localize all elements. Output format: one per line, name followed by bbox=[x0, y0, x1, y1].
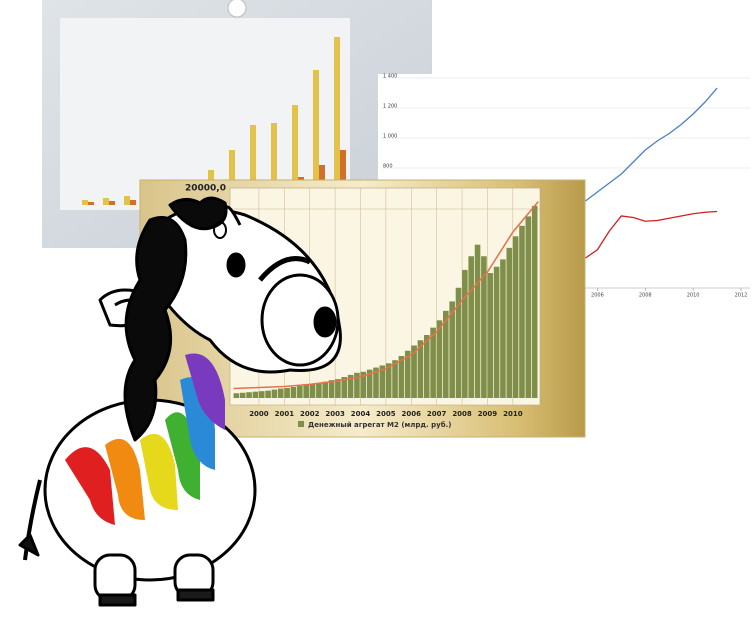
bar bbox=[240, 393, 246, 398]
bar bbox=[532, 206, 538, 398]
x-tick-label: 2010 bbox=[503, 410, 523, 418]
bar bbox=[82, 200, 88, 205]
bar bbox=[234, 393, 240, 398]
x-tick-label: 2007 bbox=[427, 410, 447, 418]
bar bbox=[303, 385, 309, 398]
bar bbox=[291, 387, 297, 398]
bar bbox=[506, 248, 512, 398]
bar bbox=[519, 226, 525, 398]
bar bbox=[468, 256, 474, 398]
bar bbox=[310, 384, 316, 398]
y-tick-label: 20000,0 bbox=[185, 184, 226, 194]
x-tick-label: 2009 bbox=[478, 410, 498, 418]
y-tick-label: 1 400 bbox=[383, 74, 397, 80]
x-tick-label: 2010 bbox=[687, 293, 700, 299]
bar bbox=[272, 390, 278, 398]
x-tick-label: 2006 bbox=[591, 293, 604, 299]
x-tick-label: 2001 bbox=[275, 410, 295, 418]
x-tick-label: 2012 bbox=[735, 293, 748, 299]
bar bbox=[88, 202, 94, 205]
x-tick-label: 2005 bbox=[376, 410, 396, 418]
bar bbox=[500, 259, 506, 398]
bar bbox=[475, 245, 481, 398]
x-tick-label: 2008 bbox=[639, 293, 652, 299]
bar bbox=[329, 380, 335, 398]
bar bbox=[103, 198, 109, 205]
bar bbox=[284, 388, 290, 398]
legend-swatch bbox=[298, 421, 304, 427]
x-tick-label: 2000 bbox=[249, 410, 269, 418]
x-tick-label: 2004 bbox=[351, 410, 371, 418]
bar bbox=[253, 392, 259, 398]
bar bbox=[265, 391, 271, 398]
bar bbox=[246, 392, 252, 398]
bar bbox=[494, 267, 500, 398]
y-tick-label: 800 bbox=[383, 164, 393, 170]
logo bbox=[228, 0, 246, 17]
collage: 1 400 1 200 1 000 800 2006 2008 2010 2012 Денеж… bbox=[0, 0, 754, 633]
bar bbox=[322, 382, 328, 398]
x-tick-label: 2002 bbox=[300, 410, 320, 418]
bar bbox=[278, 389, 284, 398]
bar bbox=[392, 360, 398, 398]
bar bbox=[424, 335, 430, 398]
bar bbox=[316, 383, 322, 398]
x-tick-label: 2006 bbox=[402, 410, 422, 418]
legend-label: Денежный агрегат M2 (млрд. руб.) bbox=[308, 421, 451, 429]
y-tick-label: 1 200 bbox=[383, 104, 397, 110]
bar bbox=[513, 236, 519, 398]
bar bbox=[130, 200, 136, 205]
x-tick-label: 2008 bbox=[452, 410, 472, 418]
bar bbox=[462, 270, 468, 398]
bar bbox=[124, 196, 130, 205]
x-tick-label: 2003 bbox=[325, 410, 345, 418]
bar bbox=[109, 201, 115, 205]
bar bbox=[430, 328, 436, 398]
bar bbox=[487, 273, 493, 398]
bar bbox=[399, 356, 405, 398]
bar bbox=[259, 391, 265, 398]
bar bbox=[297, 386, 303, 398]
bar bbox=[335, 379, 341, 398]
y-tick-label: 1 000 bbox=[383, 134, 397, 140]
bar bbox=[526, 216, 532, 398]
